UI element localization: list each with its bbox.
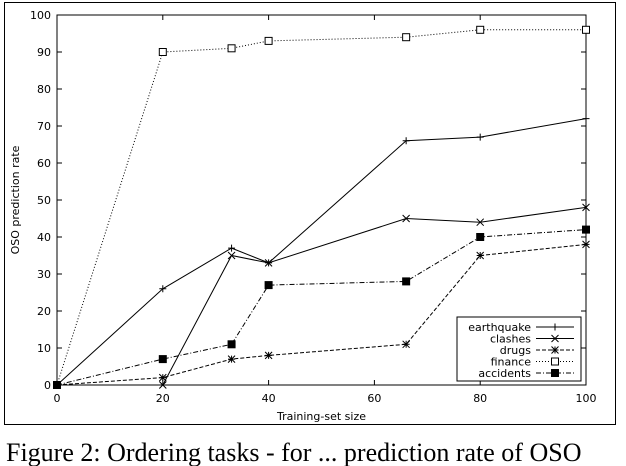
legend-marker-clashes bbox=[551, 334, 559, 343]
x-tick-label: 100 bbox=[576, 392, 597, 405]
legend-marker-earthquake bbox=[551, 323, 559, 331]
data-point-accidents bbox=[582, 225, 590, 234]
data-point-clashes bbox=[158, 381, 167, 389]
data-point-accidents bbox=[402, 277, 411, 286]
data-point-finance bbox=[227, 44, 236, 53]
y-tick-label: 100 bbox=[30, 9, 51, 22]
data-point-drugs bbox=[264, 351, 273, 360]
x-tick-label: 20 bbox=[156, 392, 170, 405]
data-point-earthquake bbox=[159, 285, 167, 293]
y-tick-label: 40 bbox=[37, 231, 51, 244]
data-point-earthquake bbox=[228, 244, 236, 252]
y-tick-label: 0 bbox=[44, 379, 51, 392]
x-tick-label: 60 bbox=[367, 392, 381, 405]
data-point-drugs bbox=[227, 355, 236, 363]
data-point-finance bbox=[476, 25, 485, 34]
data-point-drugs bbox=[158, 373, 167, 382]
legend-label-drugs: drugs bbox=[500, 344, 531, 357]
line-chart: 0 10 20 30 40 50 60 70 80 90 100 0 20 40 60 80 100 Traini… bbox=[9, 9, 597, 423]
y-tick-label: 90 bbox=[37, 46, 51, 59]
data-point-clashes bbox=[402, 214, 410, 223]
y-tick-label: 60 bbox=[37, 157, 51, 170]
x-axis-title: Training-set size bbox=[276, 410, 366, 423]
y-axis-title: OSO prediction rate bbox=[9, 145, 22, 254]
data-point-finance bbox=[158, 48, 167, 56]
data-point-drugs bbox=[582, 240, 590, 249]
data-point-finance bbox=[264, 36, 273, 45]
data-point-earthquake bbox=[582, 115, 590, 123]
x-tick-label: 40 bbox=[262, 392, 276, 405]
y-tick-label: 30 bbox=[37, 268, 51, 281]
y-tick-label: 80 bbox=[37, 83, 51, 96]
legend-label-earthquake: earthquake bbox=[468, 321, 531, 334]
legend-box bbox=[456, 316, 582, 382]
y-tick-label: 10 bbox=[37, 342, 51, 355]
data-point-clashes bbox=[264, 259, 273, 267]
legend-label-finance: finance bbox=[491, 356, 532, 369]
data-point-clashes bbox=[582, 203, 590, 212]
data-point-finance bbox=[402, 33, 411, 42]
data-point-earthquake bbox=[402, 137, 410, 145]
data-point-accidents bbox=[158, 355, 167, 364]
y-tick-label: 20 bbox=[37, 305, 51, 318]
legend-label-clashes: clashes bbox=[490, 333, 531, 346]
data-point-accidents bbox=[53, 381, 61, 389]
data-point-drugs bbox=[476, 251, 485, 260]
y-tick-label: 70 bbox=[37, 120, 51, 133]
figure-caption: Figure 2: Ordering tasks - for ... predi… bbox=[6, 438, 582, 466]
legend-label-accidents: accidents bbox=[478, 367, 531, 380]
data-point-finance bbox=[582, 25, 590, 34]
data-point-clashes bbox=[476, 218, 485, 227]
data-point-earthquake bbox=[476, 133, 484, 141]
y-tick-label: 50 bbox=[37, 194, 51, 207]
data-point-accidents bbox=[264, 281, 273, 290]
data-point-accidents bbox=[476, 233, 485, 241]
x-tick-label: 80 bbox=[473, 392, 487, 405]
x-tick-label: 0 bbox=[54, 392, 61, 405]
data-point-accidents bbox=[227, 340, 236, 349]
data-point-drugs bbox=[402, 340, 410, 349]
legend-marker-finance bbox=[551, 357, 559, 366]
data-point-clashes bbox=[227, 251, 236, 260]
legend-marker-drugs bbox=[551, 346, 559, 354]
legend-marker-accidents bbox=[551, 369, 559, 377]
